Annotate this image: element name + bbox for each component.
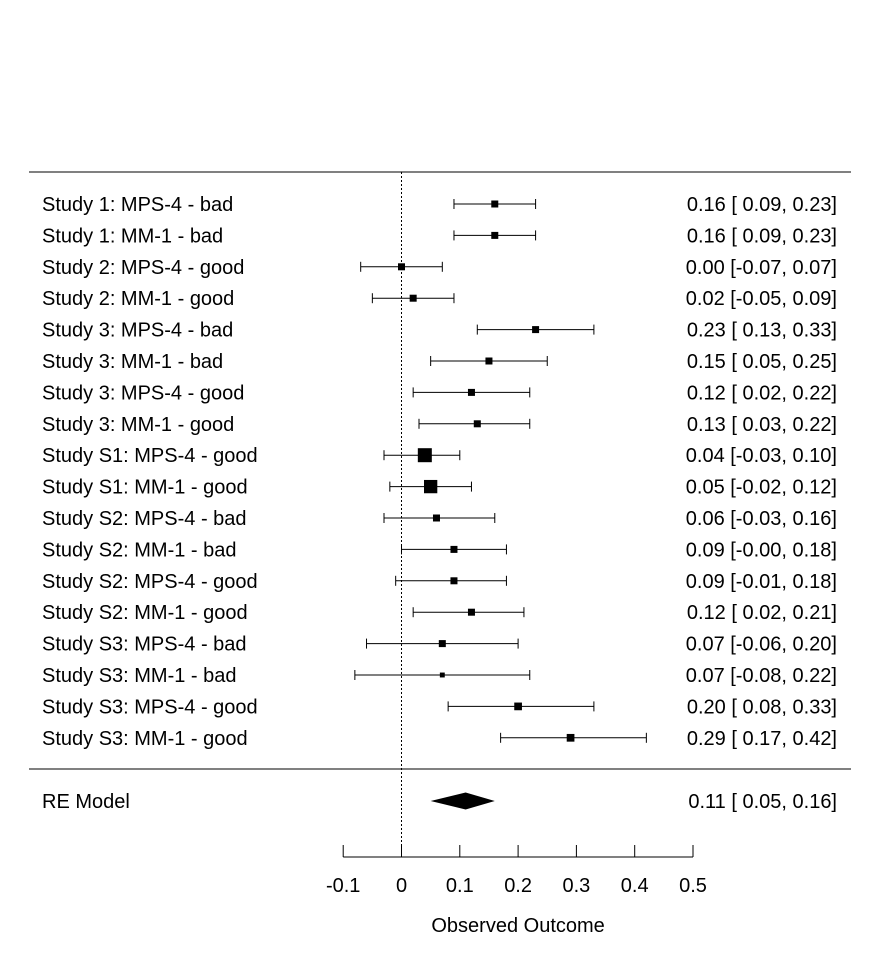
point-estimate <box>438 640 446 648</box>
point-estimate <box>491 231 499 239</box>
study-label: Study S3: MM-1 - bad <box>42 665 237 687</box>
point-estimate <box>432 514 440 522</box>
point-estimate <box>467 388 475 396</box>
study-label: Study 2: MPS-4 - good <box>42 257 244 279</box>
study-label: Study 2: MM-1 - good <box>42 288 234 310</box>
study-row: Study S2: MM-1 - bad 0.09 [-0.00, 0.18] <box>42 539 837 561</box>
x-tick-label: -0.1 <box>326 875 360 897</box>
study-row: Study 3: MM-1 - bad 0.15 [ 0.05, 0.25] <box>42 351 837 373</box>
study-row: Study 2: MPS-4 - good 0.00 [-0.07, 0.07] <box>42 257 837 279</box>
point-estimate <box>439 672 445 678</box>
estimate-text: 0.06 [-0.03, 0.16] <box>686 508 837 530</box>
study-row: Study 2: MM-1 - good 0.02 [-0.05, 0.09] <box>42 288 837 310</box>
study-label: Study S3: MPS-4 - bad <box>42 634 247 656</box>
estimate-text: 0.16 [ 0.09, 0.23] <box>687 225 837 247</box>
point-estimate <box>467 608 475 616</box>
study-label: Study 1: MPS-4 - bad <box>42 194 233 216</box>
study-row: Study 3: MPS-4 - bad 0.23 [ 0.13, 0.33] <box>42 320 837 342</box>
study-row: Study S2: MPS-4 - bad 0.06 [-0.03, 0.16] <box>42 508 837 530</box>
study-row: Study S2: MM-1 - good 0.12 [ 0.02, 0.21] <box>42 602 837 624</box>
point-estimate <box>450 577 458 585</box>
study-row: Study S3: MPS-4 - good 0.20 [ 0.08, 0.33] <box>42 696 837 718</box>
estimate-text: 0.02 [-0.05, 0.09] <box>686 288 837 310</box>
study-label: Study 3: MM-1 - bad <box>42 351 223 373</box>
summary-label: RE Model <box>42 791 130 813</box>
point-estimate <box>398 263 405 271</box>
x-tick-label: 0.2 <box>504 875 532 897</box>
point-estimate <box>417 448 432 463</box>
estimate-text: 0.20 [ 0.08, 0.33] <box>687 696 837 718</box>
study-row: Study S3: MPS-4 - bad 0.07 [-0.06, 0.20] <box>42 634 837 656</box>
study-label: Study S1: MPS-4 - good <box>42 445 258 467</box>
point-estimate <box>532 326 540 334</box>
study-row: Study 1: MM-1 - bad 0.16 [ 0.09, 0.23] <box>42 225 837 247</box>
estimate-text: 0.29 [ 0.17, 0.42] <box>687 728 837 750</box>
study-row: Study 1: MPS-4 - bad 0.16 [ 0.09, 0.23] <box>42 194 837 216</box>
study-label: Study S3: MM-1 - good <box>42 728 248 750</box>
study-label: Study S2: MPS-4 - good <box>42 571 258 593</box>
study-label: Study 3: MPS-4 - bad <box>42 320 233 342</box>
study-row: Study S3: MM-1 - good 0.29 [ 0.17, 0.42] <box>42 728 837 750</box>
point-estimate <box>514 702 522 711</box>
study-label: Study 3: MM-1 - good <box>42 414 234 436</box>
study-label: Study 3: MPS-4 - good <box>42 382 244 404</box>
x-tick-label: 0.1 <box>446 875 474 897</box>
estimate-text: 0.12 [ 0.02, 0.21] <box>687 602 837 624</box>
estimate-text: 0.05 [-0.02, 0.12] <box>686 477 837 499</box>
study-label: Study S2: MM-1 - good <box>42 602 248 624</box>
estimate-text: 0.00 [-0.07, 0.07] <box>686 257 837 279</box>
study-label: Study 1: MM-1 - bad <box>42 225 223 247</box>
study-row: Study 3: MPS-4 - good 0.12 [ 0.02, 0.22] <box>42 382 837 404</box>
estimate-text: 0.23 [ 0.13, 0.33] <box>687 320 837 342</box>
point-estimate <box>450 545 458 553</box>
point-estimate <box>424 479 438 494</box>
x-tick-label: 0.3 <box>562 875 590 897</box>
point-estimate <box>566 733 575 742</box>
point-estimate <box>473 420 481 428</box>
estimate-text: 0.07 [-0.06, 0.20] <box>686 634 837 656</box>
estimate-text: 0.13 [ 0.03, 0.22] <box>687 414 837 436</box>
study-label: Study S1: MM-1 - good <box>42 477 248 499</box>
study-label: Study S3: MPS-4 - good <box>42 696 258 718</box>
study-row: Study S1: MPS-4 - good 0.04 [-0.03, 0.10] <box>42 445 837 467</box>
estimate-text: 0.04 [-0.03, 0.10] <box>686 445 837 467</box>
point-estimate <box>491 200 499 208</box>
estimate-text: 0.16 [ 0.09, 0.23] <box>687 194 837 216</box>
point-estimate <box>409 294 417 302</box>
x-tick-label: 0.4 <box>621 875 649 897</box>
study-label: Study S2: MM-1 - bad <box>42 539 237 561</box>
point-estimate <box>485 357 493 365</box>
x-axis-title: Observed Outcome <box>431 915 604 937</box>
estimate-text: 0.07 [-0.08, 0.22] <box>686 665 837 687</box>
estimate-text: 0.15 [ 0.05, 0.25] <box>687 351 837 373</box>
estimate-text: 0.12 [ 0.02, 0.22] <box>687 382 837 404</box>
study-label: Study S2: MPS-4 - bad <box>42 508 247 530</box>
estimate-text: 0.09 [-0.01, 0.18] <box>686 571 837 593</box>
study-row: Study S3: MM-1 - bad 0.07 [-0.08, 0.22] <box>42 665 837 687</box>
estimate-text: 0.09 [-0.00, 0.18] <box>686 539 837 561</box>
summary-text: 0.11 [ 0.05, 0.16] <box>688 791 837 813</box>
study-row: Study S1: MM-1 - good 0.05 [-0.02, 0.12] <box>42 477 837 499</box>
study-row: Study 3: MM-1 - good 0.13 [ 0.03, 0.22] <box>42 414 837 436</box>
x-tick-label: 0 <box>396 875 407 897</box>
x-tick-label: 0.5 <box>679 875 707 897</box>
summary-diamond <box>430 792 495 810</box>
study-row: Study S2: MPS-4 - good 0.09 [-0.01, 0.18] <box>42 571 837 593</box>
